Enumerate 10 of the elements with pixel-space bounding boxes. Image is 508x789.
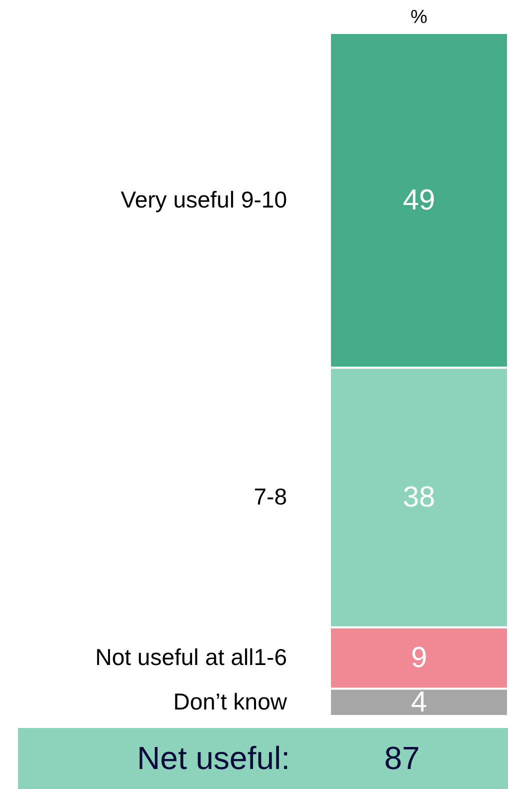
series-label: Very useful 9-10 — [120, 186, 287, 212]
series-label: Don’t know — [173, 688, 288, 714]
data-label: 9 — [410, 642, 428, 674]
series-label: 7-8 — [254, 483, 287, 510]
data-label: 49 — [402, 184, 436, 216]
y-axis-title: % — [410, 7, 428, 28]
summary-panel: Net useful: 87 — [18, 728, 508, 789]
data-label: 4 — [410, 686, 428, 718]
series-label: Not useful at all1-6 — [95, 644, 287, 670]
data-label: 38 — [402, 481, 436, 514]
